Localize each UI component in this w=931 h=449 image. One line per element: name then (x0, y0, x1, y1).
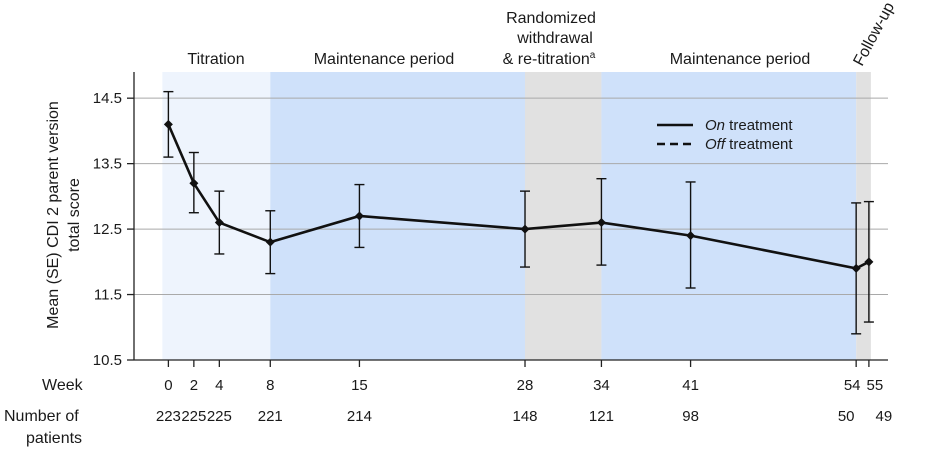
x-tick-label: 34 (593, 377, 610, 394)
y-tick-label: 12.5 (93, 221, 122, 238)
data-point (686, 231, 696, 241)
legend-label: On treatment (705, 117, 793, 134)
y-axis-title: Mean (SE) CDI 2 parent version total scor… (45, 101, 83, 329)
y-tick-label: 14.5 (93, 90, 122, 107)
period-label-withdrawal: Randomized (506, 10, 596, 27)
series-line-1 (167, 123, 870, 270)
period-label-withdrawal: & re-titrationa (503, 50, 596, 68)
period-label-follow-up: Follow-up (851, 0, 899, 69)
x-tick-label: 15 (351, 377, 368, 394)
data-point (354, 211, 364, 221)
data-point (214, 218, 224, 228)
patient-count: 121 (589, 408, 614, 425)
legend: On treatment Off treatment (657, 117, 793, 153)
patient-count: 221 (258, 408, 283, 425)
patients-row-label: patients (26, 430, 82, 447)
period-label-maintenance-2: Maintenance period (670, 51, 811, 68)
data-point (189, 178, 199, 188)
data-point (596, 218, 606, 228)
x-tick-label: 54 (844, 377, 861, 394)
x-tick-label: 8 (266, 377, 274, 394)
x-tick-label: 4 (215, 377, 223, 394)
period-label-maintenance-1: Maintenance period (314, 51, 455, 68)
x-tick-label: 2 (190, 377, 198, 394)
period-label-titration: Titration (187, 51, 244, 68)
legend-label: Off treatment (705, 136, 793, 153)
period-band-4 (601, 72, 857, 360)
data-point (163, 119, 173, 129)
patient-count: 225 (207, 408, 232, 425)
y-tick-label: 13.5 (93, 156, 122, 173)
patient-count: 98 (682, 408, 699, 425)
x-tick-label: 28 (517, 377, 534, 394)
patient-count: 223 (156, 408, 181, 425)
data-point (851, 263, 861, 273)
data-point (520, 224, 530, 234)
x-tick-label: 0 (164, 377, 172, 394)
data-point (265, 237, 275, 247)
x-axis-label: Week (42, 377, 84, 394)
patients-row-label: Number of (4, 408, 79, 425)
y-tick-label: 11.5 (94, 287, 122, 304)
period-label-withdrawal: withdrawal (516, 30, 593, 47)
y-tick-label: 10.5 (93, 352, 122, 369)
patient-count: 225 (181, 408, 206, 425)
patient-count: 49 (876, 408, 893, 425)
x-tick-label: 41 (682, 377, 699, 394)
period-band-5 (856, 72, 871, 360)
x-tick-label: 55 (867, 377, 884, 394)
patient-count: 148 (512, 408, 537, 425)
period-band-3 (525, 72, 602, 360)
patient-count: 214 (347, 408, 372, 425)
period-band-2 (270, 72, 526, 360)
data-point (864, 257, 874, 267)
patient-count: 50 (838, 408, 855, 425)
